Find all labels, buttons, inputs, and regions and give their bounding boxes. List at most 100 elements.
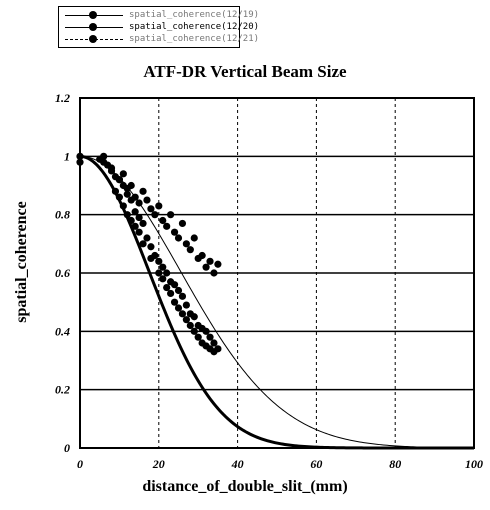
data-point <box>186 246 194 254</box>
data-point <box>174 234 183 242</box>
data-point <box>159 263 167 271</box>
x-tick-label: 100 <box>465 457 483 471</box>
data-point <box>190 234 198 242</box>
data-point <box>206 333 214 341</box>
data-point <box>159 275 167 283</box>
data-point <box>167 211 175 219</box>
legend-entry-1: spatial_coherence(12/19) <box>65 9 259 21</box>
data-point <box>76 152 84 160</box>
data-point <box>143 196 151 204</box>
data-point <box>111 187 120 195</box>
plot-frame <box>79 97 475 449</box>
data-point <box>182 301 190 309</box>
legend-marker <box>89 35 97 43</box>
data-point <box>159 216 167 225</box>
x-tick-label: 20 <box>152 457 165 471</box>
data-point <box>202 327 210 335</box>
data-point <box>147 205 155 213</box>
data-point <box>198 251 206 260</box>
data-point <box>131 208 139 216</box>
y-tick-label: 0 <box>64 441 70 455</box>
data-point <box>194 333 202 341</box>
data-point <box>210 269 218 277</box>
legend-marker <box>89 11 97 19</box>
y-axis-label: spatial_coherence <box>13 201 30 323</box>
grid <box>80 98 474 448</box>
data-point <box>100 158 108 166</box>
data-point <box>119 170 127 178</box>
data-point <box>131 222 139 230</box>
data-point <box>127 181 135 190</box>
data-point <box>123 211 131 219</box>
data-point <box>167 289 175 298</box>
fit-curves <box>79 154 475 450</box>
data-point <box>131 193 139 201</box>
data-point <box>163 269 171 277</box>
data-point <box>163 283 171 292</box>
data-point <box>182 240 190 248</box>
data-point <box>163 222 171 230</box>
x-tick-label: 40 <box>231 457 244 471</box>
legend-label: spatial_coherence(12/21) <box>129 34 260 44</box>
data-point <box>147 243 155 251</box>
data-point <box>143 234 151 242</box>
data-point <box>135 213 143 222</box>
data-point <box>115 176 123 184</box>
y-tick-label: 0.4 <box>55 324 70 338</box>
data-point <box>190 327 198 335</box>
data-point <box>155 269 163 277</box>
data-point <box>174 286 183 295</box>
data-point <box>155 257 163 265</box>
data-point <box>151 211 159 219</box>
data-point <box>170 281 179 289</box>
data-point <box>202 263 210 271</box>
data-point <box>170 298 179 306</box>
legend: spatial_coherence(12/19) spatial_coheren… <box>58 6 259 48</box>
data-point <box>178 310 187 318</box>
y-tick-label: 0.6 <box>55 266 70 280</box>
y-tick-label: 0.8 <box>55 208 70 222</box>
chart-title: ATF-DR Vertical Beam Size <box>143 62 347 81</box>
x-tick-label: 0 <box>77 457 83 471</box>
data-point <box>151 251 159 260</box>
data-point <box>139 187 147 195</box>
y-tick-label: 0.2 <box>55 383 70 397</box>
data-point <box>135 199 143 207</box>
data-point <box>139 219 147 228</box>
legend-label: spatial_coherence(12/20) <box>129 22 260 32</box>
data-point <box>127 216 135 225</box>
data-point <box>155 202 163 210</box>
x-tick-label: 60 <box>310 457 322 471</box>
data-point <box>206 257 214 265</box>
y-tick-label: 1 <box>64 149 70 163</box>
data-point <box>190 313 198 321</box>
fit-curve <box>79 154 474 450</box>
legend-label: spatial_coherence(12/19) <box>129 10 260 20</box>
data-point <box>178 219 187 228</box>
data-point <box>123 190 131 198</box>
data-point <box>170 228 179 236</box>
y-tick-label: 1.2 <box>55 91 70 105</box>
data-point <box>214 260 222 268</box>
data-points <box>76 152 222 356</box>
data-point <box>182 316 190 324</box>
data-point <box>100 152 108 160</box>
data-point <box>115 193 123 201</box>
legend-entry-2: spatial_coherence(12/20) <box>65 21 259 33</box>
x-tick-label: 80 <box>389 457 401 471</box>
data-point <box>135 228 143 236</box>
data-point <box>107 164 116 172</box>
data-point <box>178 292 187 300</box>
data-point <box>186 321 194 330</box>
data-point <box>139 240 147 248</box>
fit-curve <box>79 155 475 449</box>
data-point <box>76 158 84 166</box>
data-point <box>210 339 218 347</box>
x-axis-label: distance_of_double_slit_(mm) <box>142 478 348 495</box>
tick-labels: 0 0.2 0.4 0.6 0.8 1 1.2 0 20 40 60 80 100 <box>55 91 483 471</box>
legend-entry-3: spatial_coherence(12/21) <box>65 33 259 45</box>
data-point <box>119 202 127 210</box>
data-point <box>214 345 222 353</box>
legend-marker <box>89 23 97 31</box>
